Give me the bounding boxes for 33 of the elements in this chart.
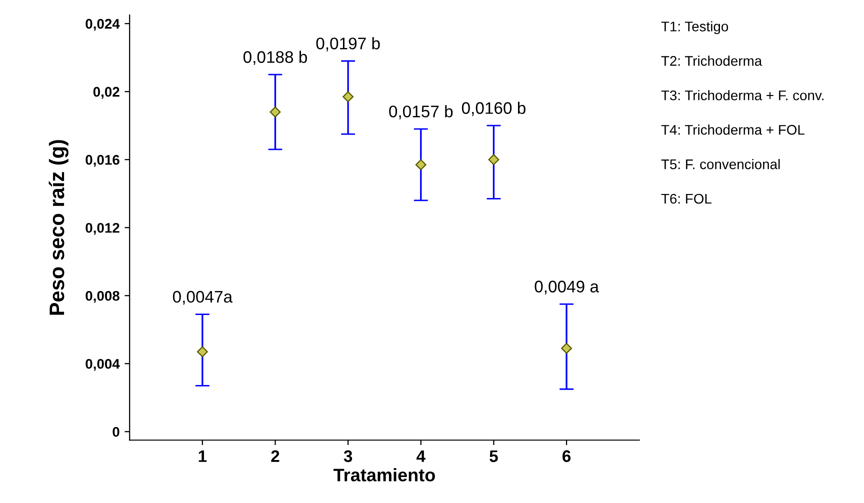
x-tick-label: 4: [416, 450, 426, 462]
text: T1: Testigo: [661, 21, 728, 34]
data-label: 0,0188 b: [243, 50, 307, 65]
point: [196, 346, 208, 358]
point: [415, 159, 426, 170]
point: [561, 342, 572, 354]
y-tick-label: 0,02: [93, 86, 120, 99]
data-label: 0,0160 b: [462, 102, 526, 116]
x-tick-label: 3: [344, 450, 352, 462]
point: [342, 91, 354, 102]
text: T2: Trichoderma: [661, 56, 762, 66]
data-label: 0,0197 b: [316, 37, 380, 52]
data-label: 0,0157 b: [389, 105, 453, 120]
point: [270, 106, 281, 118]
y-tick-label: 0,012: [86, 222, 120, 235]
x-axis-title: Tratamiento: [334, 468, 435, 482]
y-tick-label: 0,016: [86, 154, 120, 167]
x-tick-label: 5: [490, 450, 498, 462]
y-axis-title: Peso seco raíz (g): [48, 140, 68, 315]
x-tick-label: 6: [562, 450, 571, 462]
text: T3: Trichoderma + F. conv.: [661, 90, 824, 100]
y-tick-label: 0: [112, 426, 120, 437]
y-tick-label: 0,024: [86, 18, 120, 31]
text: T6: FOL: [661, 194, 712, 204]
x-tick-label: 2: [271, 450, 280, 462]
text: T5: F. convencional: [661, 159, 780, 170]
x-tick-label: 1: [198, 450, 207, 462]
y-tick-label: 0,004: [86, 358, 120, 371]
data-label: 0,0047a: [172, 290, 233, 305]
text: T4: Trichoderma + FOL: [661, 124, 804, 135]
y-tick-label: 0,008: [86, 290, 120, 303]
data-label: 0,0049 a: [534, 280, 599, 294]
point: [488, 154, 500, 166]
